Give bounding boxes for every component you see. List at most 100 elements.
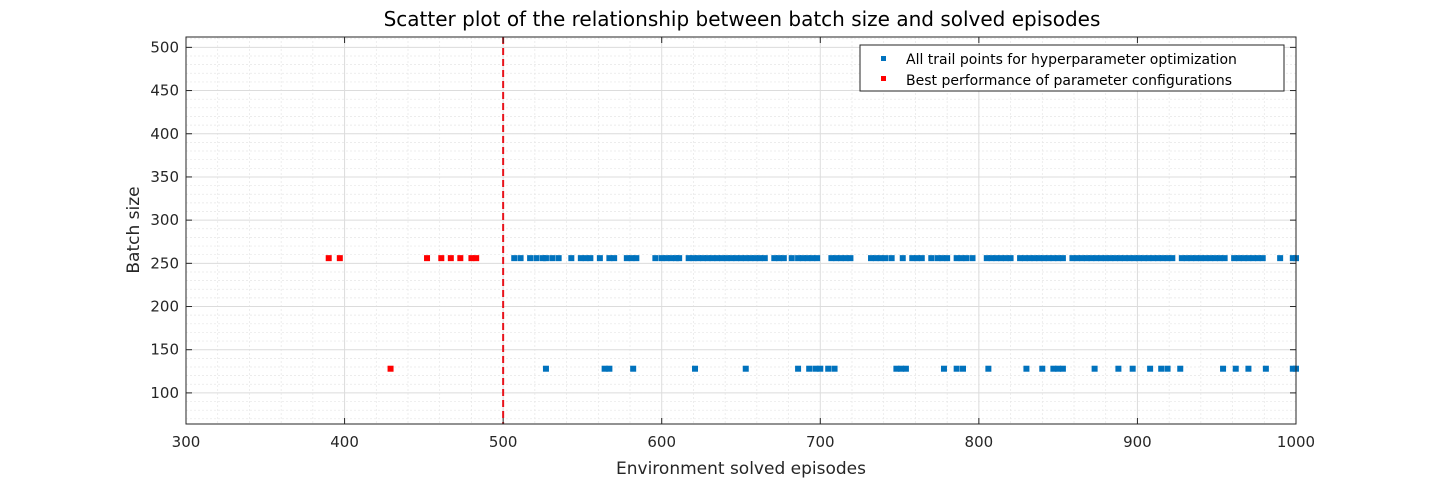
scatter-point	[806, 365, 813, 372]
scatter-point	[633, 255, 640, 262]
scatter-point	[898, 365, 905, 372]
scatter-point	[985, 365, 992, 372]
scatter-point	[517, 255, 524, 262]
scatter-point	[1231, 255, 1238, 262]
scatter-point	[652, 255, 659, 262]
legend-marker-best-performance	[881, 76, 886, 81]
scatter-point	[837, 255, 844, 262]
scatter-point	[668, 255, 675, 262]
scatter-point	[473, 255, 480, 262]
scatter-point	[1116, 255, 1123, 262]
scatter-point	[606, 255, 613, 262]
scatter-point	[742, 255, 749, 262]
scatter-point	[447, 255, 454, 262]
y-tick-label: 150	[150, 341, 179, 359]
y-axis-label: Batch size	[124, 186, 144, 273]
scatter-point	[738, 255, 744, 262]
scatter-point	[847, 255, 854, 262]
y-tick-label: 400	[150, 125, 179, 143]
scatter-point	[387, 365, 394, 372]
scatter-point	[1045, 255, 1052, 262]
scatter-point	[1177, 365, 1184, 372]
scatter-point	[424, 255, 431, 262]
scatter-point	[1088, 255, 1095, 262]
scatter-point	[958, 255, 965, 262]
scatter-point	[685, 255, 692, 262]
scatter-point	[988, 255, 995, 262]
scatter-point	[1023, 365, 1030, 372]
scatter-point	[928, 255, 935, 262]
x-tick-label: 800	[965, 433, 994, 451]
x-tick-label: 1000	[1277, 433, 1315, 451]
scatter-point	[1002, 255, 1009, 262]
chart-title: Scatter plot of the relationship between…	[384, 7, 1101, 31]
scatter-point	[877, 255, 884, 262]
scatter-point	[1007, 255, 1014, 262]
scatter-point	[882, 255, 889, 262]
scatter-point	[723, 255, 730, 262]
scatter-point	[1202, 255, 1209, 262]
scatter-point	[1245, 365, 1252, 372]
scatter-point	[1240, 255, 1247, 262]
scatter-point	[1131, 255, 1138, 262]
plot-area	[186, 37, 1296, 424]
scatter-point	[699, 255, 706, 262]
y-tick-label: 300	[150, 211, 179, 229]
scatter-point	[1040, 255, 1047, 262]
scatter-point	[814, 255, 821, 262]
scatter-point	[963, 255, 970, 262]
scatter-point	[828, 255, 835, 262]
scatter-point	[825, 365, 832, 372]
legend-box	[859, 44, 1285, 92]
scatter-point	[909, 255, 916, 262]
scatter-point	[692, 365, 699, 372]
scatter-point	[1254, 255, 1261, 262]
scatter-point	[596, 255, 603, 262]
scatter-point	[628, 255, 635, 262]
x-axis-label: Environment solved episodes	[616, 459, 866, 479]
scatter-point	[1212, 255, 1219, 262]
scatter-point	[438, 255, 445, 262]
scatter-point	[1140, 255, 1147, 262]
scatter-point	[549, 255, 556, 262]
scatter-point	[630, 365, 637, 372]
scatter-point	[1207, 255, 1214, 262]
scatter-point	[577, 255, 584, 262]
scatter-point	[1121, 255, 1128, 262]
scatter-point	[676, 255, 683, 262]
scatter-point	[939, 255, 946, 262]
scatter-point	[1055, 255, 1062, 262]
scatter-point	[714, 255, 721, 262]
scatter-point	[663, 255, 670, 262]
scatter-point	[1158, 365, 1165, 372]
scatter-point	[817, 365, 824, 372]
scatter-point	[1050, 365, 1057, 372]
scatter-point	[1193, 255, 1200, 262]
scatter-point	[511, 255, 518, 262]
plot-frame	[185, 36, 1297, 425]
y-tick-label: 450	[150, 82, 179, 100]
scatter-point	[1169, 255, 1176, 262]
scatter-point	[1129, 365, 1136, 372]
legend-label-trail-points: All trail points for hyperparameter opti…	[906, 52, 1237, 68]
scatter-point	[728, 255, 735, 262]
series-0	[511, 255, 1299, 372]
scatter-point	[788, 255, 795, 262]
scatter-point	[1039, 365, 1046, 372]
scatter-point	[568, 255, 575, 262]
scatter-point	[623, 255, 630, 262]
scatter-point	[555, 255, 562, 262]
scatter-point	[325, 255, 332, 262]
scatter-point	[1262, 365, 1269, 372]
scatter-point	[606, 365, 613, 372]
scatter-point	[899, 255, 906, 262]
scatter-point	[918, 255, 925, 262]
scatter-point	[601, 365, 608, 372]
scatter-point	[587, 255, 594, 262]
scatter-point	[733, 255, 740, 262]
scatter-point	[914, 255, 921, 262]
legend-label-best-performance: Best performance of parameter configurat…	[906, 73, 1232, 89]
scatter-point	[1235, 255, 1242, 262]
y-tick-label: 100	[150, 384, 179, 402]
